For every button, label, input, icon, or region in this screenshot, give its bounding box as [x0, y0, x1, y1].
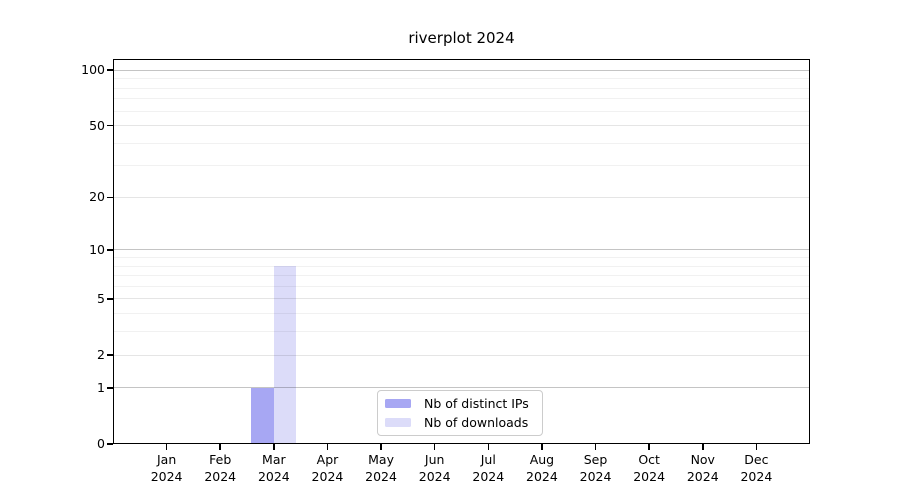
y-tick-label: 10	[89, 241, 105, 257]
y-tick-label: 1	[97, 379, 105, 395]
x-tick-month: Oct	[638, 452, 660, 467]
x-tick-label: Jan 2024	[135, 451, 199, 485]
x-tick	[380, 444, 382, 450]
x-tick-year: 2024	[311, 469, 344, 484]
x-tick-year: 2024	[365, 469, 397, 484]
x-tick-label: Apr 2024	[295, 451, 359, 485]
x-tick-label: Jun 2024	[403, 451, 467, 485]
x-tick	[702, 444, 704, 450]
x-tick-year: 2024	[150, 469, 183, 484]
y-tick-label: 100	[81, 62, 105, 78]
x-tick	[433, 444, 436, 450]
legend-swatch-downloads	[385, 418, 411, 427]
y-minor-gridline	[113, 331, 810, 333]
x-tick-year: 2024	[418, 469, 451, 484]
y-tick	[107, 443, 113, 445]
x-tick-month: Jan	[156, 452, 177, 467]
x-tick-label: Jul 2024	[456, 451, 520, 485]
x-tick-label: Sep 2024	[564, 451, 628, 485]
x-tick-year: 2024	[740, 469, 773, 484]
x-tick	[541, 444, 543, 450]
legend-label: Nb of downloads	[424, 415, 529, 430]
y-minor-gridline	[113, 142, 810, 144]
x-tick-month: Nov	[690, 452, 715, 467]
legend: Nb of distinct IPs Nb of downloads	[377, 390, 543, 436]
x-tick-label: Aug 2024	[510, 451, 574, 485]
x-tick-month: Dec	[744, 452, 769, 467]
y-tick	[107, 196, 113, 199]
x-tick-month: May	[368, 452, 394, 467]
x-tick-year: 2024	[579, 469, 612, 484]
x-tick	[219, 444, 221, 450]
y-tick	[107, 69, 113, 71]
y-minor-gridline	[113, 87, 810, 89]
bar-series-1	[273, 266, 297, 444]
y-tick-label: 20	[89, 189, 105, 205]
x-tick	[648, 444, 650, 450]
y-tick-label: 5	[97, 290, 105, 306]
y-gridline	[113, 298, 810, 300]
y-gridline	[113, 69, 810, 71]
x-tick-month: Apr	[316, 452, 339, 467]
plot-border	[113, 59, 810, 444]
y-tick	[107, 298, 113, 300]
x-tick-month: Sep	[583, 452, 608, 467]
y-gridline	[113, 196, 810, 198]
y-minor-gridline	[113, 313, 810, 315]
y-gridline	[113, 125, 810, 127]
x-tick-year: 2024	[633, 469, 666, 484]
x-tick	[594, 444, 597, 450]
bar-series-0	[251, 387, 274, 444]
x-tick	[273, 444, 275, 450]
y-tick-label: 50	[89, 117, 105, 133]
x-tick	[326, 444, 329, 450]
y-minor-gridline	[113, 98, 810, 100]
x-tick-year: 2024	[686, 469, 719, 484]
x-tick-year: 2024	[204, 469, 237, 484]
x-tick-month: Feb	[209, 452, 232, 467]
x-tick-month: Jun	[424, 452, 445, 467]
y-minor-gridline	[113, 285, 810, 287]
x-tick-month: Mar	[262, 452, 286, 467]
y-minor-gridline	[113, 78, 810, 80]
y-minor-gridline	[113, 165, 810, 167]
legend-swatch-distinct-ips	[385, 399, 411, 408]
x-tick-label: Nov 2024	[671, 451, 735, 485]
legend-item: Nb of downloads	[385, 413, 534, 432]
y-gridline	[113, 249, 810, 251]
chart-title: riverplot 2024	[408, 29, 515, 47]
x-tick-label: Oct 2024	[617, 451, 681, 485]
x-tick-year: 2024	[257, 469, 290, 484]
y-tick	[107, 387, 113, 389]
plot-area: 0 1 2 5 10 20 50 100 Jan 2024 Feb 2024 Mar 2024 Apr 202…	[81, 59, 810, 484]
y-minor-gridline	[113, 275, 810, 277]
x-tick-month: Aug	[529, 452, 555, 467]
x-tick	[487, 444, 490, 450]
x-tick-year: 2024	[472, 469, 505, 484]
y-tick-label: 2	[97, 347, 105, 363]
y-tick-label: 0	[97, 436, 105, 451]
x-tick	[165, 444, 168, 450]
y-tick	[107, 124, 113, 127]
x-tick-label: Mar 2024	[242, 451, 306, 485]
y-minor-gridline	[113, 257, 810, 258]
x-tick-label: May 2024	[349, 451, 413, 485]
x-tick	[755, 444, 758, 450]
legend-label: Nb of distinct IPs	[424, 396, 529, 411]
y-gridline	[113, 387, 810, 389]
y-minor-gridline	[113, 265, 810, 267]
x-tick-month: Jul	[480, 452, 496, 467]
y-gridline	[113, 354, 810, 356]
y-minor-gridline	[113, 110, 810, 112]
x-tick-year: 2024	[526, 469, 558, 484]
y-tick	[107, 249, 113, 251]
x-tick-label: Dec 2024	[724, 451, 788, 485]
x-tick-label: Feb 2024	[188, 451, 252, 485]
legend-item: Nb of distinct IPs	[385, 394, 534, 413]
y-tick	[107, 354, 113, 356]
